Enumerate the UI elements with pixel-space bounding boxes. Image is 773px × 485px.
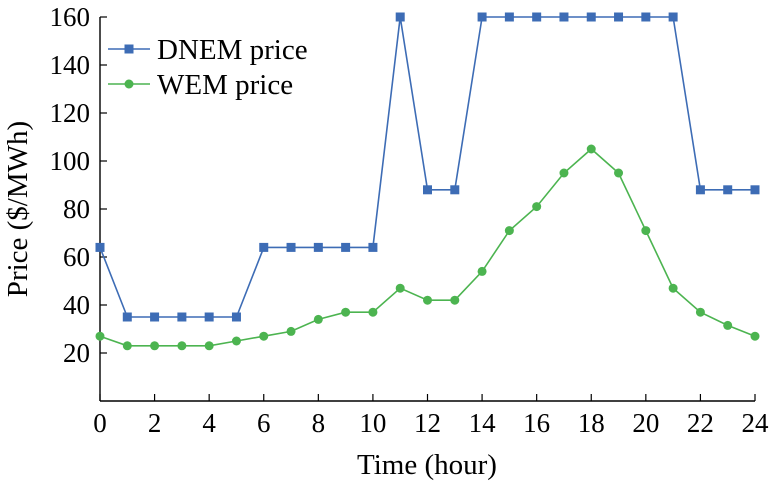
y-tick-label: 80 [63, 194, 90, 224]
legend-wem-label: WEM price [157, 69, 293, 101]
x-tick-label: 22 [687, 408, 714, 438]
x-tick-label: 8 [312, 408, 326, 438]
wem-point [668, 283, 678, 293]
dnem-point [313, 242, 323, 252]
legend: DNEM price WEM price [108, 34, 308, 101]
y-tick-label: 60 [63, 242, 90, 272]
y-tick-label: 100 [50, 146, 91, 176]
series-layer [95, 12, 760, 351]
y-tick-label: 140 [50, 50, 91, 80]
dnem-point [559, 12, 569, 22]
dnem-point [532, 12, 542, 22]
x-tick-label: 20 [632, 408, 659, 438]
dnem-point [122, 312, 132, 322]
wem-point [586, 144, 596, 154]
dnem-point [259, 242, 269, 252]
dnem-point [641, 12, 651, 22]
x-tick-label: 2 [148, 408, 162, 438]
wem-point [723, 320, 733, 330]
dnem-point [586, 12, 596, 22]
y-tick-label: 40 [63, 290, 90, 320]
dnem-point [668, 12, 678, 22]
wem-point [477, 266, 487, 276]
y-tick-label: 20 [63, 338, 90, 368]
legend-dnem-label: DNEM price [157, 34, 308, 66]
x-tick-label: 12 [414, 408, 441, 438]
wem-point [177, 341, 187, 351]
dnem-point [95, 242, 105, 252]
wem-point [641, 226, 651, 236]
x-tick-label: 18 [578, 408, 605, 438]
wem-point [231, 336, 241, 346]
wem-point [259, 331, 269, 341]
dnem-point [450, 185, 460, 195]
dnem-point [341, 242, 351, 252]
wem-point [313, 314, 323, 324]
dnem-point [286, 242, 296, 252]
wem-point [532, 202, 542, 212]
x-tick-label: 4 [202, 408, 216, 438]
wem-point [695, 307, 705, 317]
wem-point [204, 341, 214, 351]
legend-dnem-marker [124, 44, 134, 54]
x-ticks: 0 2 4 6 8 10 12 14 16 18 20 22 24 [93, 394, 769, 438]
wem-point [95, 331, 105, 341]
dnem-point [231, 312, 241, 322]
wem-point [122, 341, 132, 351]
dnem-point [204, 312, 214, 322]
wem-point [423, 295, 432, 305]
dnem-point [395, 12, 405, 22]
x-tick-label: 14 [469, 408, 497, 438]
wem-point [504, 226, 514, 236]
dnem-point [368, 242, 378, 252]
y-tick-label: 120 [50, 98, 91, 128]
x-tick-label: 0 [93, 408, 107, 438]
wem-point [559, 168, 569, 178]
wem-point [150, 341, 160, 351]
y-ticks: 20 40 60 80 100 120 140 160 [50, 2, 107, 368]
y-axis-title: Price ($/MWh) [2, 121, 34, 297]
dnem-point [150, 312, 160, 322]
x-tick-label: 16 [523, 408, 550, 438]
y-tick-label: 160 [50, 2, 91, 32]
dnem-point [614, 12, 624, 22]
wem-point [286, 326, 296, 336]
dnem-point [750, 185, 760, 195]
dnem-point [477, 12, 487, 22]
x-tick-label: 10 [359, 408, 386, 438]
wem-point [368, 307, 378, 317]
x-tick-label: 24 [742, 408, 770, 438]
x-axis-title: Time (hour) [357, 449, 497, 481]
legend-wem-marker [124, 79, 134, 89]
wem-point [395, 283, 405, 293]
wem-point [750, 331, 760, 341]
wem-point [450, 295, 460, 305]
dnem-point [177, 312, 187, 322]
dnem-point [723, 185, 733, 195]
dnem-point [695, 185, 705, 195]
x-tick-label: 6 [257, 408, 271, 438]
wem-point [341, 307, 351, 317]
wem-point [614, 168, 624, 178]
dnem-point [504, 12, 514, 22]
dnem-point [423, 185, 432, 195]
